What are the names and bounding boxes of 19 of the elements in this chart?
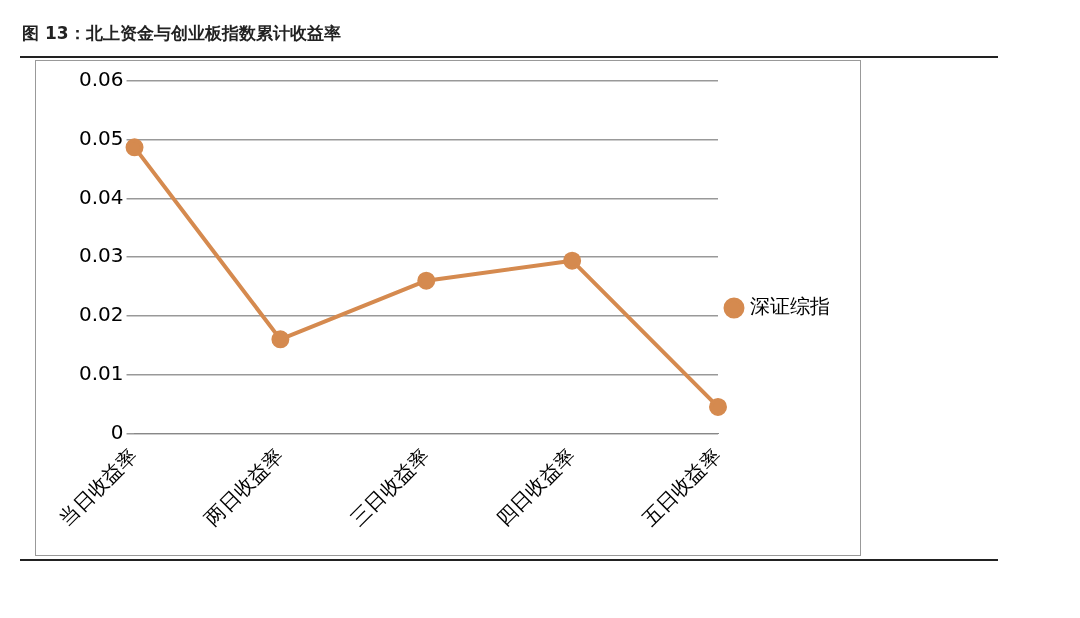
x-tick-label: 五日收益率 xyxy=(637,443,726,531)
y-tick-label: 0.02 xyxy=(79,302,124,327)
point xyxy=(709,397,727,416)
point xyxy=(271,330,290,349)
y-tick-label: 0.04 xyxy=(79,184,124,209)
x-tick-label: 两日收益率 xyxy=(199,443,288,531)
point xyxy=(417,271,436,290)
x-tick-label: 四日收益率 xyxy=(491,443,580,531)
y-tick-label: 0.05 xyxy=(79,125,124,150)
chart-title: 图 13：北上资金与创业板指数累计收益率 xyxy=(22,22,341,45)
y-tick-label: 0.03 xyxy=(79,243,124,268)
legend-label: 深证综指 xyxy=(750,294,830,319)
x-tick-label: 三日收益率 xyxy=(345,443,434,531)
y-tick-label: 0.01 xyxy=(79,360,124,385)
x-tick-label: 当日收益率 xyxy=(54,443,142,531)
point xyxy=(563,251,582,270)
point xyxy=(125,138,144,157)
y-tick-label: 0.06 xyxy=(79,67,124,92)
y-tick-label: 0 xyxy=(110,419,124,444)
